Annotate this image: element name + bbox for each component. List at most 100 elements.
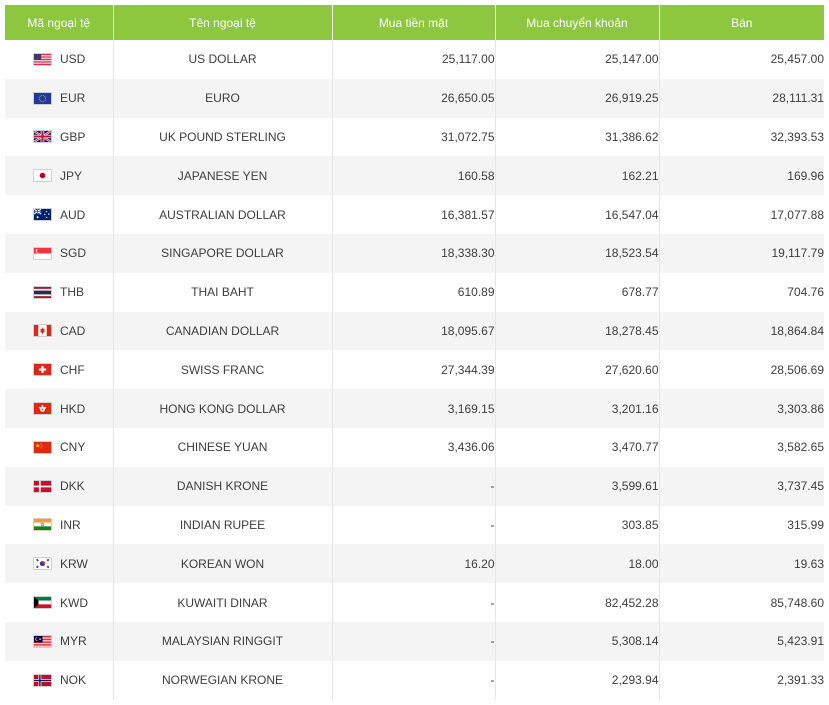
currency-name: MALAYSIAN RINGGIT bbox=[113, 621, 333, 661]
table-row: CHF SWISS FRANC 27,344.39 27,620.60 28,506.6… bbox=[5, 350, 824, 390]
currency-code: KWD bbox=[60, 595, 88, 610]
cash-buy-rate: 3,169.15 bbox=[332, 389, 496, 428]
cash-buy-rate: 25,117.00 bbox=[332, 40, 496, 79]
sell-rate: 2,391.33 bbox=[659, 660, 824, 700]
table-row: EUR EURO 26,650.05 26,919.25 28,111.31 bbox=[5, 78, 824, 118]
header-transfer-buy: Mua chuyển khoản bbox=[495, 5, 660, 40]
cash-buy-rate: 16,381.57 bbox=[332, 195, 496, 234]
currency-code-cell: INR bbox=[5, 505, 114, 545]
transfer-buy-rate: 5,308.14 bbox=[495, 621, 660, 661]
currency-code-cell: EUR bbox=[5, 78, 114, 118]
currency-name: US DOLLAR bbox=[113, 40, 333, 79]
transfer-buy-rate: 303.85 bbox=[495, 505, 660, 545]
currency-code: HKD bbox=[60, 401, 86, 416]
gb-flag-icon bbox=[33, 130, 52, 144]
dk-flag-icon bbox=[33, 479, 52, 493]
currency-code: THB bbox=[60, 285, 84, 300]
currency-name: DANISH KRONE bbox=[113, 466, 333, 506]
currency-code: NOK bbox=[60, 673, 87, 688]
currency-code-cell: THB bbox=[5, 272, 114, 312]
table-row: GBP UK POUND STERLING 31,072.75 31,386.62 32… bbox=[5, 117, 824, 157]
currency-code-cell: HKD bbox=[5, 389, 114, 428]
currency-name: NORWEGIAN KRONE bbox=[113, 660, 333, 700]
eu-flag-icon bbox=[33, 91, 52, 105]
sell-rate: 28,111.31 bbox=[659, 78, 824, 118]
sell-rate: 85,748.60 bbox=[659, 583, 824, 622]
currency-name: CHINESE YUAN bbox=[113, 427, 333, 467]
currency-name: CANADIAN DOLLAR bbox=[113, 311, 333, 351]
cash-buy-rate: - bbox=[332, 466, 496, 506]
currency-code: KRW bbox=[60, 556, 88, 571]
table-row: CAD CANADIAN DOLLAR 18,095.67 18,278.45 18,8… bbox=[5, 311, 824, 351]
jp-flag-icon bbox=[33, 169, 52, 183]
cash-buy-rate: - bbox=[332, 505, 496, 545]
currency-name: THAI BAHT bbox=[113, 272, 333, 312]
sell-rate: 19.63 bbox=[659, 544, 824, 584]
currency-name: KUWAITI DINAR bbox=[113, 583, 333, 622]
currency-code: MYR bbox=[60, 634, 87, 649]
transfer-buy-rate: 18.00 bbox=[495, 544, 660, 584]
currency-code-cell: USD bbox=[5, 40, 114, 79]
currency-code: GBP bbox=[60, 129, 86, 144]
sell-rate: 18,864.84 bbox=[659, 311, 824, 351]
currency-name: EURO bbox=[113, 78, 333, 118]
currency-code-cell: CHF bbox=[5, 350, 114, 390]
currency-code-cell: DKK bbox=[5, 466, 114, 506]
sell-rate: 315.99 bbox=[659, 505, 824, 545]
transfer-buy-rate: 31,386.62 bbox=[495, 117, 660, 157]
currency-name: INDIAN RUPEE bbox=[113, 505, 333, 545]
kw-flag-icon bbox=[33, 596, 52, 610]
transfer-buy-rate: 3,599.61 bbox=[495, 466, 660, 506]
cash-buy-rate: 18,338.30 bbox=[332, 233, 496, 273]
kr-flag-icon bbox=[33, 557, 52, 571]
table-row: JPY JAPANESE YEN 160.58 162.21 169.96 bbox=[5, 156, 824, 196]
currency-code-cell: KRW bbox=[5, 544, 114, 584]
currency-code-cell: NOK bbox=[5, 660, 114, 700]
sell-rate: 3,737.45 bbox=[659, 466, 824, 506]
currency-code: EUR bbox=[60, 91, 86, 106]
cn-flag-icon bbox=[33, 440, 52, 454]
sg-flag-icon bbox=[33, 246, 52, 260]
currency-code: USD bbox=[60, 52, 86, 67]
currency-code: SGD bbox=[60, 246, 87, 261]
table-row: KWD KUWAITI DINAR -82,452.28 85,748.60 bbox=[5, 583, 824, 622]
transfer-buy-rate: 3,470.77 bbox=[495, 427, 660, 467]
hk-flag-icon bbox=[33, 402, 52, 416]
currency-name: UK POUND STERLING bbox=[113, 117, 333, 157]
transfer-buy-rate: 18,523.54 bbox=[495, 233, 660, 273]
sell-rate: 28,506.69 bbox=[659, 350, 824, 390]
th-flag-icon bbox=[33, 285, 52, 299]
currency-code: AUD bbox=[60, 207, 86, 222]
exchange-rate-table: Mã ngoại tệ Tên ngoại tệ Mua tiền mặt Mu… bbox=[5, 5, 824, 700]
currency-code-cell: AUD bbox=[5, 195, 114, 234]
transfer-buy-rate: 162.21 bbox=[495, 156, 660, 196]
header-cash-buy: Mua tiền mặt bbox=[332, 5, 496, 40]
sell-rate: 17,077.88 bbox=[659, 195, 824, 234]
table-row: SGD SINGAPORE DOLLAR 18,338.30 18,523.54 19,… bbox=[5, 233, 824, 273]
no-flag-icon bbox=[33, 673, 52, 687]
cash-buy-rate: - bbox=[332, 621, 496, 661]
transfer-buy-rate: 16,547.04 bbox=[495, 195, 660, 234]
table-row: HKD HONG KONG DOLLAR 3,169.15 3,201.16 3,303… bbox=[5, 389, 824, 428]
ca-flag-icon bbox=[33, 324, 52, 338]
transfer-buy-rate: 18,278.45 bbox=[495, 311, 660, 351]
transfer-buy-rate: 26,919.25 bbox=[495, 78, 660, 118]
sell-rate: 19,117.79 bbox=[659, 233, 824, 273]
cash-buy-rate: 16.20 bbox=[332, 544, 496, 584]
cash-buy-rate: 3,436.06 bbox=[332, 427, 496, 467]
table-row: THB THAI BAHT 610.89 678.77 704.76 bbox=[5, 272, 824, 312]
table-body: USD US DOLLAR 25,117.00 25,147.00 25,457.00 E… bbox=[5, 40, 824, 700]
currency-code-cell: GBP bbox=[5, 117, 114, 157]
table-row: MYR MALAYSIAN RINGGIT -5,308.14 5,423.91 bbox=[5, 621, 824, 661]
currency-code: INR bbox=[60, 517, 81, 532]
sell-rate: 32,393.53 bbox=[659, 117, 824, 157]
transfer-buy-rate: 27,620.60 bbox=[495, 350, 660, 390]
header-currency-code: Mã ngoại tệ bbox=[5, 5, 114, 40]
currency-code: JPY bbox=[60, 168, 83, 183]
cash-buy-rate: 18,095.67 bbox=[332, 311, 496, 351]
my-flag-icon bbox=[33, 634, 52, 648]
transfer-buy-rate: 678.77 bbox=[495, 272, 660, 312]
sell-rate: 5,423.91 bbox=[659, 621, 824, 661]
table-row: KRW KOREAN WON 16.20 18.00 19.63 bbox=[5, 544, 824, 584]
